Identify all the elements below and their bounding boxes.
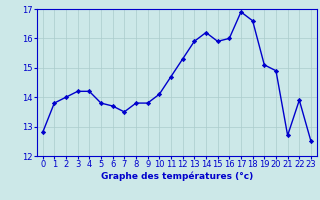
- X-axis label: Graphe des températures (°c): Graphe des températures (°c): [101, 172, 253, 181]
